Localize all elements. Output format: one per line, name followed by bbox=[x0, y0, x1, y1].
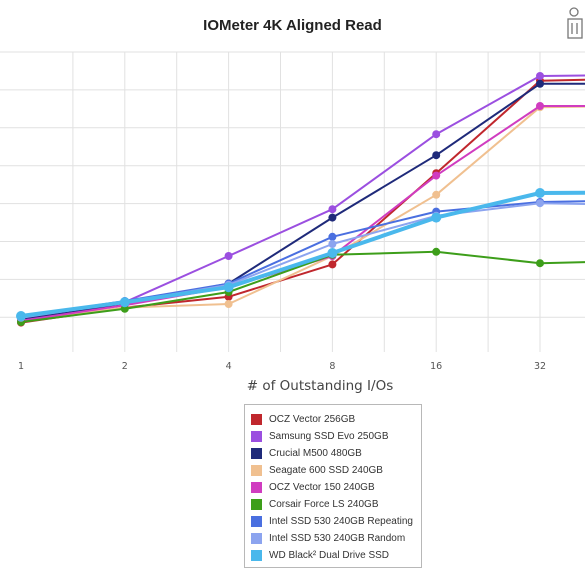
data-point bbox=[536, 102, 544, 110]
legend-label: Intel SSD 530 240GB Random bbox=[269, 533, 406, 545]
legend-swatch bbox=[251, 413, 262, 425]
x-tick-label: 16 bbox=[430, 361, 442, 372]
legend-label: Samsung SSD Evo 250GB bbox=[269, 430, 389, 442]
x-tick-label: 32 bbox=[534, 361, 546, 372]
data-point bbox=[119, 297, 130, 308]
data-point bbox=[16, 311, 26, 321]
data-point bbox=[328, 260, 337, 269]
legend-item: Intel SSD 530 240GB Random bbox=[251, 532, 405, 546]
legend-swatch bbox=[251, 516, 262, 528]
info-figure-icon bbox=[567, 7, 583, 39]
legend-swatch bbox=[251, 481, 262, 493]
legend-item: Seagate 600 SSD 240GB bbox=[251, 463, 383, 477]
data-point bbox=[536, 72, 544, 80]
legend-swatch bbox=[251, 447, 262, 459]
legend-swatch bbox=[251, 430, 262, 442]
data-point bbox=[432, 190, 441, 199]
data-point bbox=[432, 151, 441, 160]
data-point bbox=[120, 304, 129, 313]
line-chart-plot: 1 2 4 8 16 32 bbox=[0, 51, 585, 372]
legend-swatch bbox=[251, 550, 262, 562]
legend-label: Crucial M500 480GB bbox=[269, 447, 362, 459]
x-tick-label: 4 bbox=[226, 361, 232, 372]
data-point bbox=[432, 130, 441, 139]
legend-item: Samsung SSD Evo 250GB bbox=[251, 429, 389, 443]
data-point bbox=[536, 79, 544, 88]
series-line bbox=[20, 105, 585, 322]
data-point bbox=[328, 232, 337, 241]
data-point bbox=[223, 282, 234, 293]
legend-item: OCZ Vector 150 240GB bbox=[251, 480, 375, 494]
data-point bbox=[328, 213, 337, 222]
legend-item: Intel SSD 530 240GB Repeating bbox=[251, 515, 413, 529]
x-axis-label: # of Outstanding I/Os bbox=[246, 378, 394, 394]
data-point bbox=[432, 247, 441, 256]
legend-swatch bbox=[251, 499, 262, 510]
data-point bbox=[432, 171, 441, 180]
data-point bbox=[535, 188, 545, 198]
legend-item: Crucial M500 480GB bbox=[251, 446, 362, 460]
chart-legend: OCZ Vector 256GB Samsung SSD Evo 250GB Cru… bbox=[244, 404, 422, 568]
legend-label: WD Black² Dual Drive SSD bbox=[269, 550, 390, 562]
legend-item: Corsair Force LS 240GB bbox=[251, 498, 379, 512]
series-line bbox=[20, 190, 585, 318]
legend-swatch bbox=[251, 464, 262, 476]
data-point bbox=[327, 248, 338, 258]
data-point bbox=[328, 205, 337, 214]
legend-item: WD Black² Dual Drive SSD bbox=[251, 549, 389, 563]
data-point bbox=[328, 240, 337, 248]
x-tick-label: 8 bbox=[329, 361, 335, 372]
legend-label: Intel SSD 530 240GB Repeating bbox=[269, 516, 413, 528]
legend-label: Seagate 600 SSD 240GB bbox=[269, 464, 383, 476]
data-point bbox=[536, 199, 544, 208]
series-line bbox=[20, 202, 585, 319]
legend-item: OCZ Vector 256GB bbox=[251, 412, 355, 426]
legend-swatch bbox=[251, 533, 262, 545]
x-tick-label: 1 bbox=[18, 361, 24, 372]
legend-label: OCZ Vector 256GB bbox=[269, 413, 356, 425]
data-point bbox=[224, 300, 233, 308]
legend-label: OCZ Vector 150 240GB bbox=[269, 481, 375, 493]
data-point bbox=[224, 252, 233, 260]
data-point bbox=[536, 259, 544, 268]
data-point bbox=[431, 212, 442, 223]
legend-label: Corsair Force LS 240GB bbox=[269, 499, 379, 510]
x-tick-label: 2 bbox=[122, 361, 128, 372]
series-line bbox=[20, 105, 585, 322]
chart-title: IOMeter 4K Aligned Read bbox=[203, 17, 382, 34]
